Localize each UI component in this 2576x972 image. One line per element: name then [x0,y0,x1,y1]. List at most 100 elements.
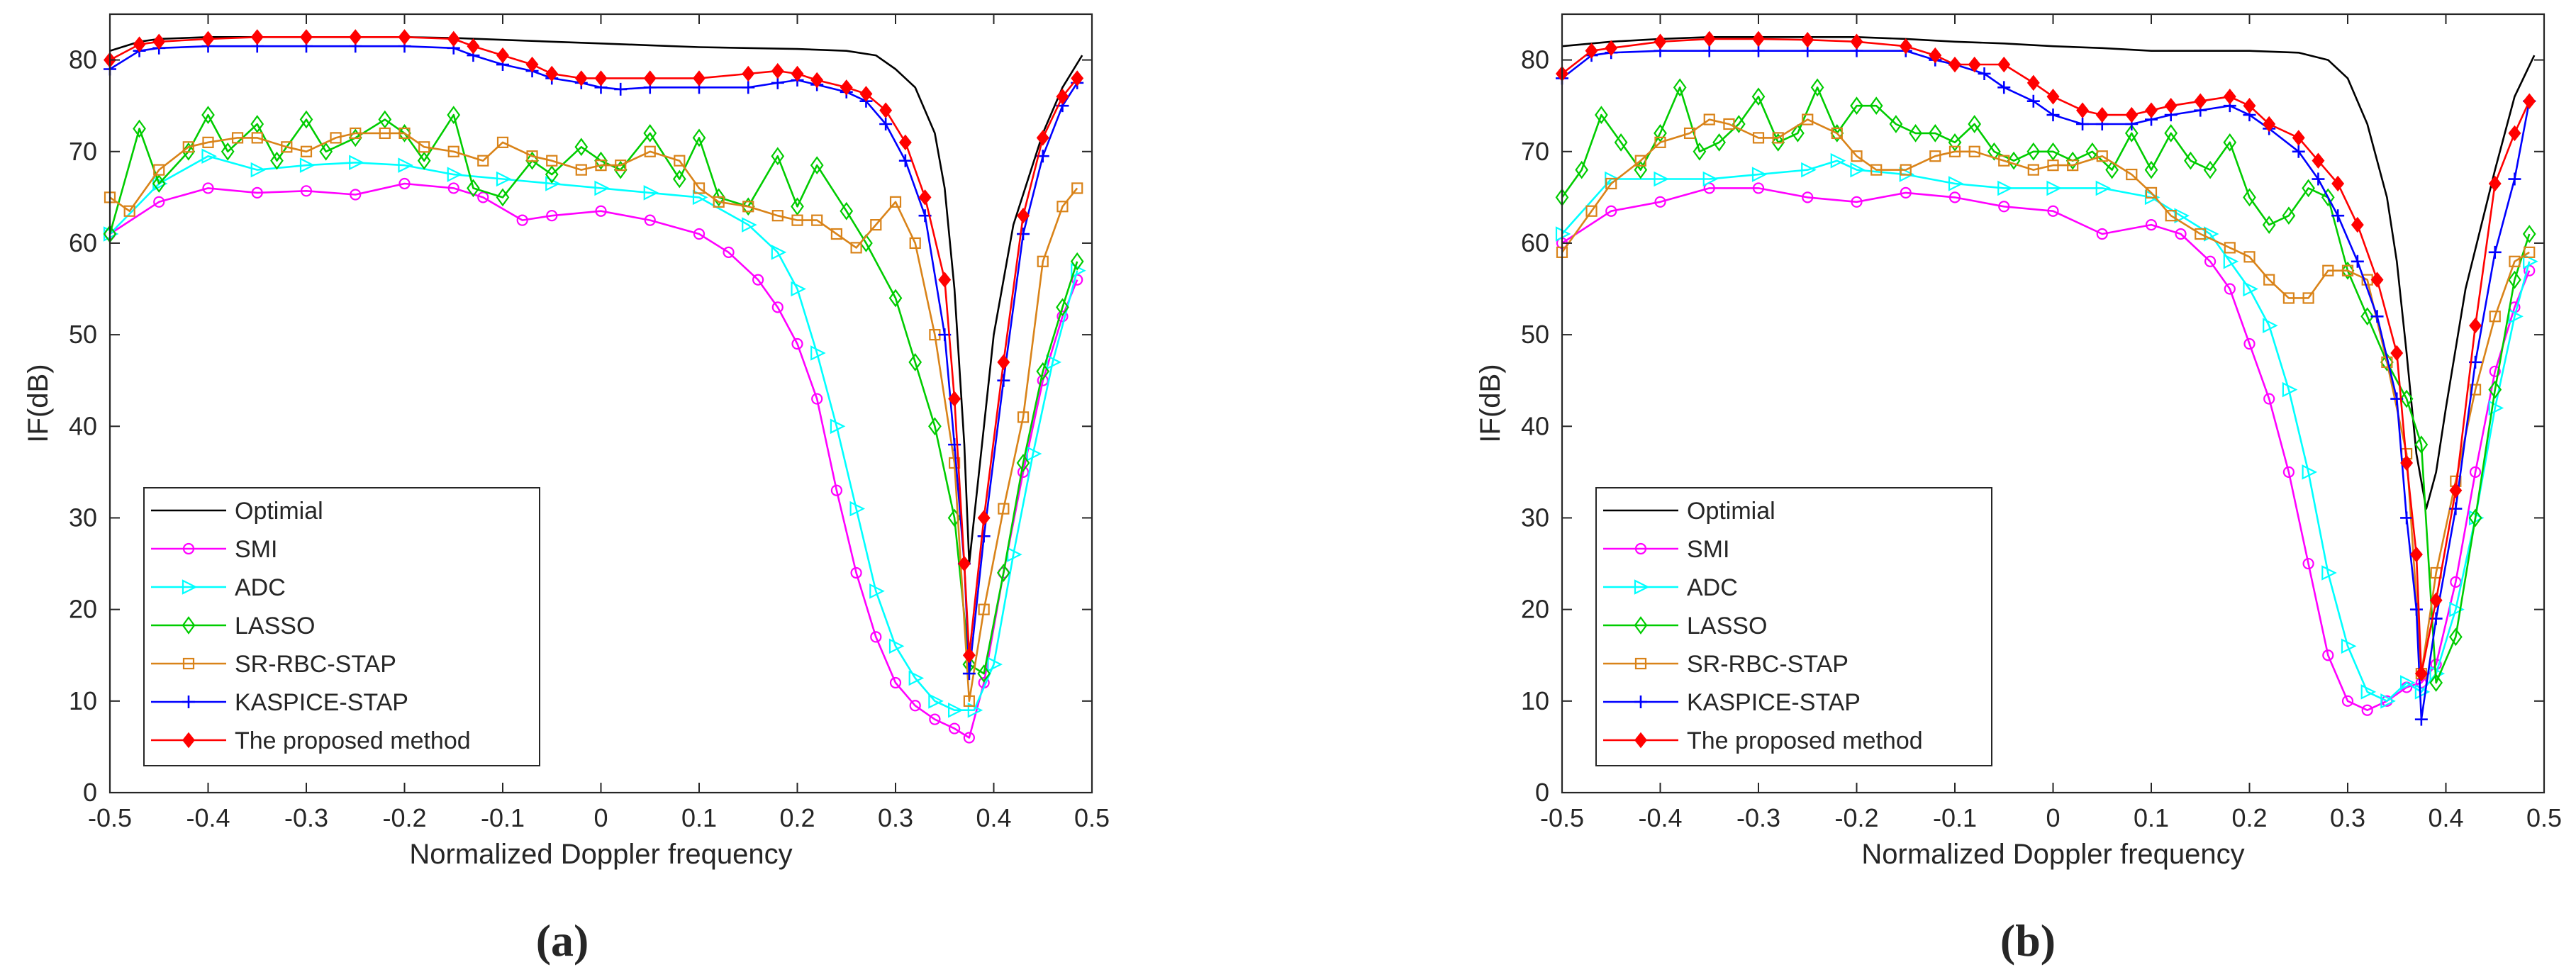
panel-caption: (a) [536,915,589,966]
series-line [1561,86,2531,684]
data-point [1997,56,2011,73]
data-point [1928,124,1942,143]
data-point [2360,684,2377,700]
data-point [398,29,411,45]
data-point [201,30,215,48]
data-point [2224,242,2236,254]
x-tick-label: 0.1 [2134,803,2169,832]
data-point [496,136,509,148]
data-point [672,169,686,189]
data-point [840,201,854,220]
data-point [2302,464,2318,480]
data-point [1654,136,1666,148]
data-point [2508,125,2521,142]
y-tick-label: 60 [1521,228,1549,257]
data-point [1036,130,1049,146]
data-point [2046,89,2060,105]
data-point [962,667,976,681]
x-tick-label: -0.3 [1736,803,1780,832]
data-point [2522,225,2536,243]
data-point [643,185,659,201]
legend-entry: LASSO [151,613,315,639]
legend-entry: The proposed method [1603,727,1923,754]
data-point [2263,318,2278,333]
data-point [398,124,411,143]
legend-entry: ADC [1603,574,1738,601]
data-point [1605,40,1618,56]
data-point [957,555,971,572]
data-point [2488,380,2502,399]
data-point [350,189,362,201]
data-point [928,693,944,709]
data-point [398,177,411,190]
data-point [1703,113,1715,125]
series-the-proposed-method [104,29,1084,664]
legend-box [1595,487,1992,766]
data-point [1702,30,1716,48]
data-point [2400,675,2416,691]
legend-marker [182,657,195,670]
data-point [2414,684,2431,700]
data-point [978,603,990,615]
data-point [378,110,392,129]
x-tick-label: 0 [593,803,608,832]
y-tick-label: 30 [1521,503,1549,532]
data-point [791,214,803,226]
y-tick-label: 40 [1521,411,1549,440]
data-point [1802,113,1814,125]
legend-label: KASPICE-STAP [235,689,408,716]
y-tick-label: 0 [83,778,97,807]
data-point [742,201,754,213]
data-point [2400,454,2414,471]
data-point [1851,150,1863,162]
y-tick-label: 20 [1521,595,1549,624]
data-point [2380,353,2394,372]
data-point [879,118,893,131]
data-point [2322,264,2334,276]
data-point [133,119,146,138]
data-point [1056,298,1069,317]
data-point [963,695,975,707]
data-point [742,65,755,82]
legend-label: SMI [235,536,277,563]
data-point [1751,87,1766,106]
legend-label: LASSO [1687,613,1767,639]
data-point [546,210,558,222]
data-point [898,134,912,151]
data-point [1712,133,1726,152]
data-point [1831,127,1843,140]
legend-label: LASSO [235,613,315,639]
x-tick-label: 0.2 [779,803,815,832]
data-point [2523,93,2536,109]
y-tick-label: 70 [69,137,97,166]
series-the-proposed-method [1556,30,2536,682]
data-point [250,29,264,45]
data-point [811,214,823,226]
data-point [2263,116,2276,133]
data-point [2046,142,2060,161]
data-point [830,484,843,496]
data-point [1869,96,1883,116]
data-point [1948,191,1961,203]
data-point [447,167,463,182]
data-point [398,157,413,173]
legend-entry: The proposed method [151,727,471,754]
data-point [810,156,824,175]
data-point [2204,226,2219,242]
legend-label: ADC [1687,574,1738,601]
data-point [2243,281,2258,297]
x-tick-label: -0.3 [284,803,328,832]
legend-entry: KASPICE-STAP [1603,689,1861,716]
data-point [1997,180,2013,196]
data-point [1017,228,1030,241]
legend-entry: SMI [151,536,277,563]
data-point [2489,365,2501,377]
data-point [2164,124,2178,143]
legend-label: SMI [1687,536,1729,563]
data-point [1693,142,1707,161]
data-point [2341,261,2355,280]
data-point [1723,118,1735,130]
data-point [2524,246,2536,258]
data-point [1036,362,1050,381]
data-point [742,217,757,233]
